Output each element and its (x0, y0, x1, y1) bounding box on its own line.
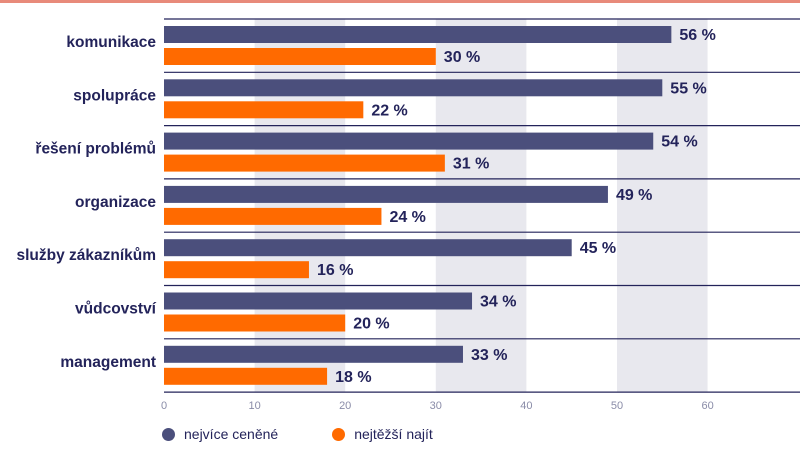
grid-band-0 (254, 19, 346, 393)
x-tick-label: 60 (701, 400, 713, 412)
legend-marker-series-2 (332, 427, 346, 441)
category-label: služby zákazníkům (16, 247, 156, 264)
bar-series-1 (164, 345, 463, 363)
data-label-series-2: 20 % (353, 316, 389, 333)
bar-chart: komunikace 56 % 30 % spolupráce 55 % 22 % řeše… (16, 18, 800, 412)
data-label-series-2: 24 % (389, 209, 425, 226)
data-label-series-1: 34 % (480, 294, 516, 311)
x-tick-label: 20 (339, 400, 351, 412)
category-label: organizace (75, 194, 156, 211)
data-label-series-1: 49 % (616, 187, 652, 204)
x-tick-label: 30 (430, 400, 442, 412)
grid-band-1 (435, 19, 527, 393)
data-label-series-2: 30 % (444, 49, 480, 66)
data-label-series-1: 54 % (661, 134, 697, 151)
bar-series-2 (164, 261, 309, 279)
bar-series-1 (164, 132, 654, 150)
category-label: řešení problémů (35, 141, 156, 158)
data-label-series-2: 16 % (317, 262, 353, 279)
top-accent-line (0, 0, 800, 3)
data-label-series-1: 56 % (679, 27, 715, 44)
category-label: komunikace (66, 34, 156, 51)
legend-item-series-1: nejvíce ceněné (162, 426, 278, 442)
bar-series-2 (164, 101, 364, 119)
legend-marker-series-1 (162, 427, 175, 441)
bar-series-2 (164, 48, 436, 65)
data-label-series-2: 18 % (335, 369, 371, 386)
bar-series-1 (164, 79, 663, 97)
data-label-series-1: 45 % (580, 240, 616, 257)
legend-label-series-1: nejvíce ceněné (184, 426, 279, 442)
bar-series-1 (164, 292, 473, 310)
bar-series-1 (164, 26, 672, 43)
bar-series-1 (164, 185, 608, 203)
grid-band-2 (617, 19, 708, 393)
data-label-series-1: 33 % (471, 347, 507, 364)
legend: nejvíce ceněné nejtěžší najít (162, 426, 433, 442)
x-tick-label: 0 (161, 400, 167, 412)
x-tick-label: 10 (248, 400, 260, 412)
data-label-series-2: 22 % (371, 102, 407, 119)
bar-series-2 (164, 367, 328, 385)
bar-series-2 (164, 207, 382, 225)
x-tick-label: 40 (520, 400, 532, 412)
x-tick-label: 50 (611, 400, 623, 412)
data-label-series-2: 31 % (453, 156, 489, 173)
legend-item-series-2: nejtěžší najít (332, 426, 433, 442)
bar-series-2 (164, 154, 445, 172)
bar-series-2 (164, 314, 346, 332)
category-label: spolupráce (73, 87, 156, 104)
bar-series-1 (164, 239, 572, 257)
category-label: vůdcovství (75, 301, 157, 318)
legend-label-series-2: nejtěžší najít (354, 426, 433, 442)
data-label-series-1: 55 % (670, 80, 706, 97)
category-label: management (60, 354, 156, 371)
